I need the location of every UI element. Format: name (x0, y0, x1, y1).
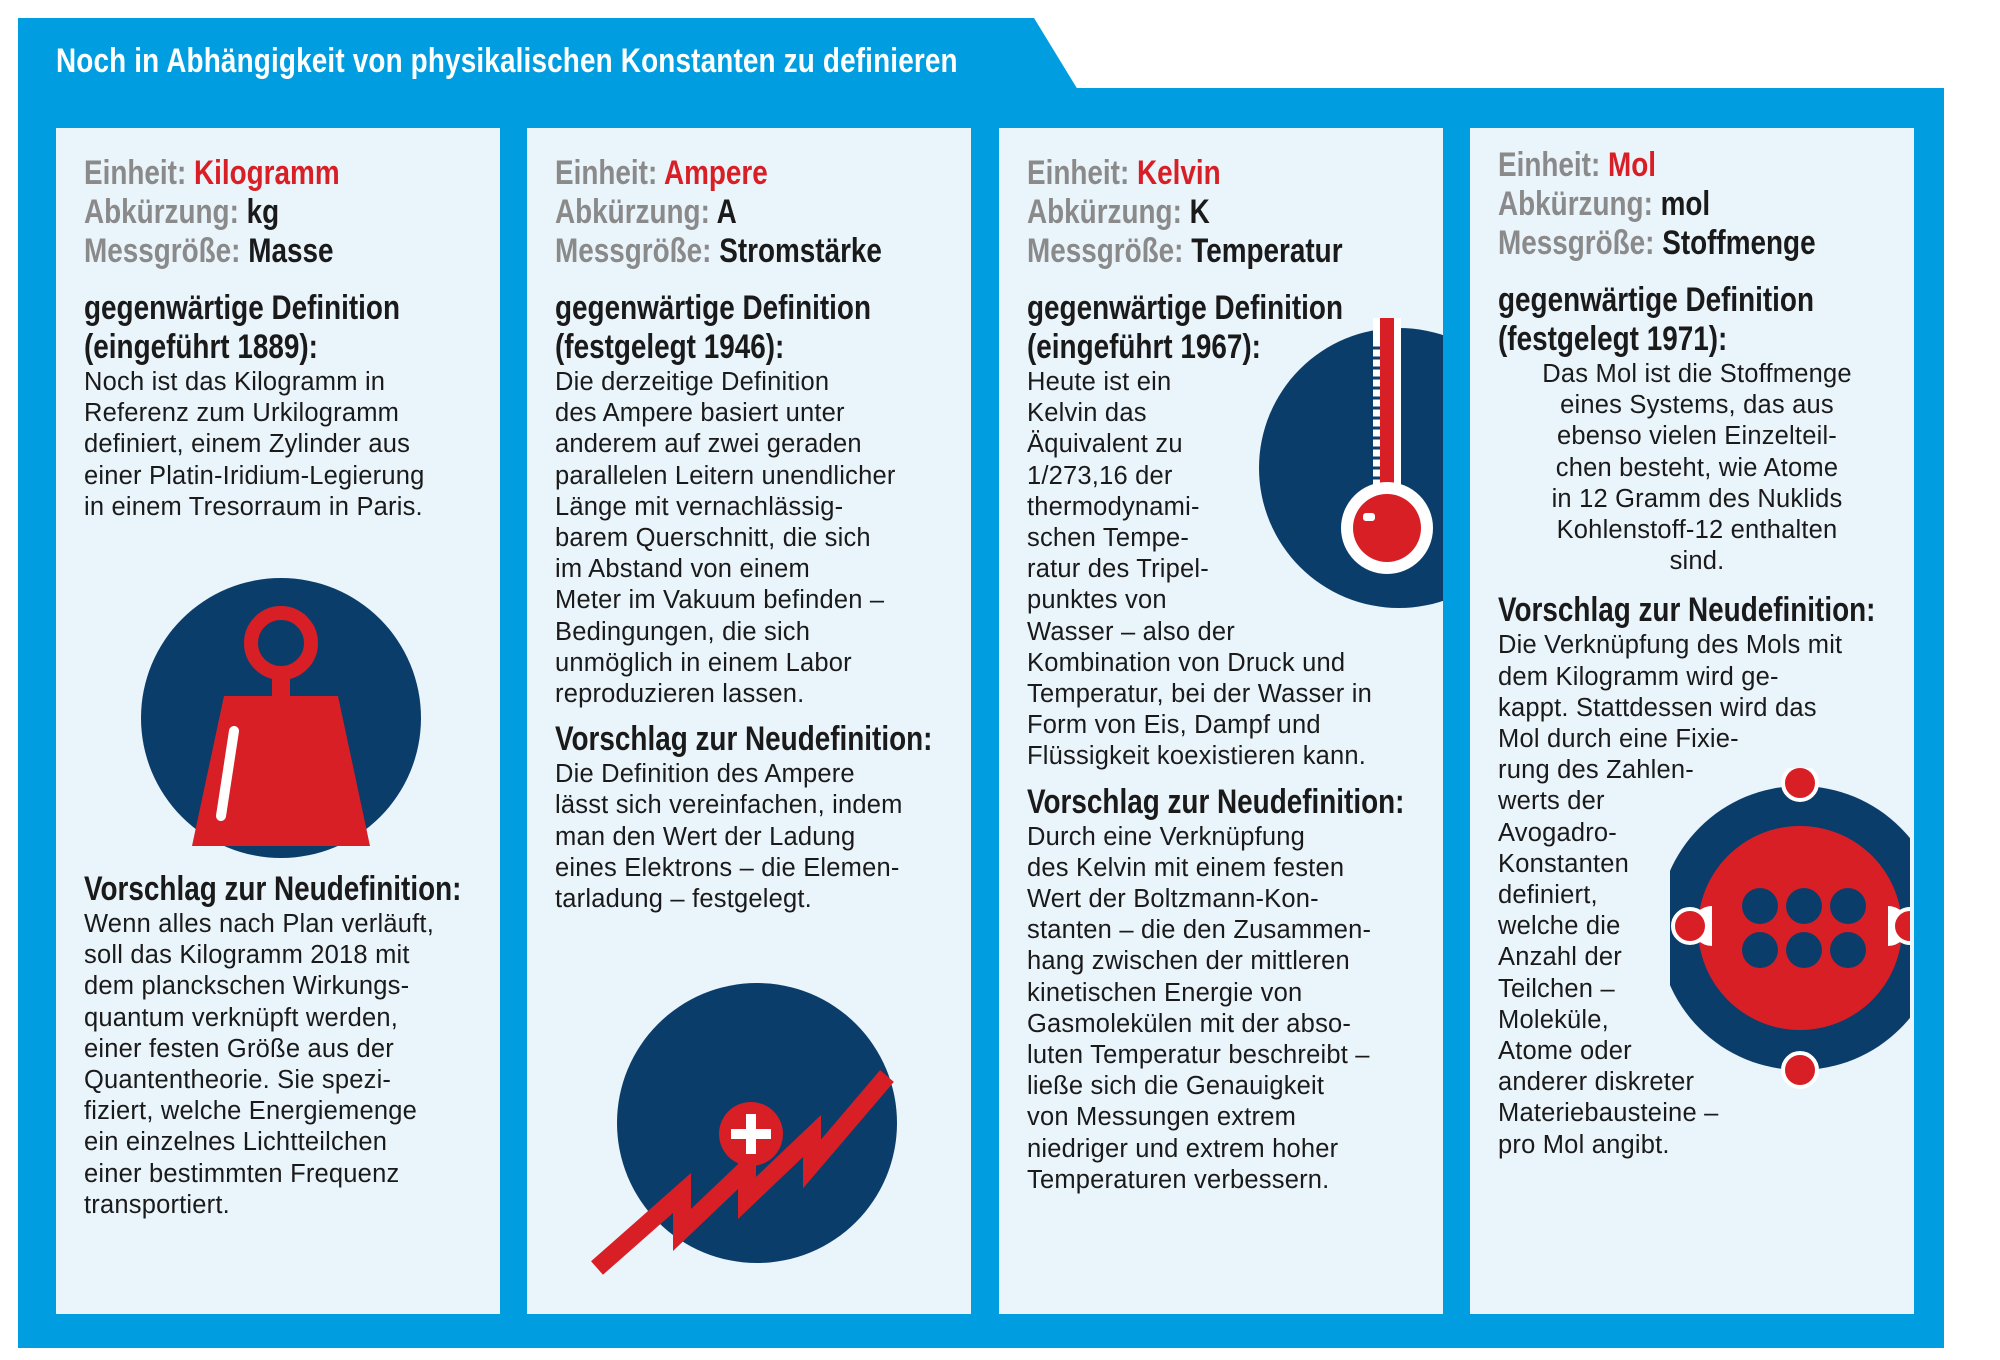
title-tab (18, 18, 1078, 90)
definition-text: Das Mol ist die Stoffmenge eines Systems… (1542, 360, 1852, 576)
quantity-value: Stoffmenge (1662, 224, 1816, 262)
card-mol: Einheit: Mol Abkürzung: mol Messgröße: S… (1470, 128, 1914, 1314)
atom-icon (1670, 768, 1910, 1089)
lightning-charge-icon (591, 983, 897, 1275)
unit-value: Kelvin (1136, 154, 1221, 192)
quantity-row: Messgröße: Temperatur (1027, 232, 1353, 271)
proposal-heading: Vorschlag zur Neudefinition: (1498, 591, 1876, 630)
weight-icon (141, 578, 421, 858)
quantity-row: Messgröße: Stoffmenge (1498, 224, 1824, 263)
definition-heading: gegenwärtige Definition (1498, 281, 1814, 319)
abbreviation-label: Abkürzung: (1498, 185, 1653, 223)
abbreviation-label: Abkürzung: (84, 193, 239, 231)
definition-date: (festgelegt 1971): (1498, 320, 1728, 358)
proposal-heading: Vorschlag zur Neudefinition: (555, 720, 933, 759)
unit-row: Einheit: Ampere (555, 154, 881, 193)
abbreviation-label: Abkürzung: (1027, 193, 1182, 231)
abbreviation-row: Abkürzung: A (555, 193, 881, 232)
quantity-label: Messgröße: (1027, 232, 1184, 270)
definition-date: (eingeführt 1889): (84, 328, 318, 366)
definition-text: Heute ist ein Kelvin das Äquivalent zu 1… (1027, 368, 1372, 771)
abbreviation-value: A (716, 193, 737, 231)
card-kilogramm: Einheit: Kilogramm Abkürzung: kg Messgrö… (56, 128, 500, 1314)
quantity-value: Temperatur (1191, 232, 1343, 270)
definition-text: Noch ist das Kilogramm in Referenz zum U… (84, 368, 425, 521)
card-kelvin: Einheit: Kelvin Abkürzung: K Messgröße: … (999, 128, 1443, 1314)
unit-value: Mol (1607, 146, 1656, 184)
definition-heading: gegenwärtige Definition (84, 289, 400, 327)
definition-text: Die derzeitige Definition des Ampere bas… (555, 368, 896, 709)
proposal-heading: Vorschlag zur Neudefinition: (1027, 782, 1405, 821)
proposal-text: Die Definition des Ampere lässt sich ver… (555, 760, 903, 914)
unit-label: Einheit: (84, 154, 187, 192)
abbreviation-label: Abkürzung: (555, 193, 710, 231)
definition-heading: gegenwärtige Definition (1027, 289, 1343, 327)
quantity-label: Messgröße: (555, 232, 712, 270)
quantity-row: Messgröße: Masse (84, 232, 410, 271)
quantity-label: Messgröße: (1498, 224, 1655, 262)
abbreviation-row: Abkürzung: kg (84, 193, 410, 232)
quantity-value: Masse (248, 232, 334, 270)
unit-label: Einheit: (555, 154, 658, 192)
proposal-text: Wenn alles nach Plan verläuft, soll das … (84, 910, 434, 1219)
proposal-text: Die Verknüpfung des Mols mit dem Kilogra… (1498, 631, 1843, 1159)
unit-value: Kilogramm (193, 154, 340, 192)
definition-heading: gegenwärtige Definition (555, 289, 871, 327)
unit-label: Einheit: (1027, 154, 1130, 192)
quantity-row: Messgröße: Stromstärke (555, 232, 882, 271)
definition-date: (festgelegt 1946): (555, 328, 785, 366)
unit-row: Einheit: Mol (1498, 146, 1824, 185)
proposal-text: Durch eine Verknüpfung des Kelvin mit ei… (1027, 822, 1372, 1194)
thermometer-icon (1259, 318, 1443, 608)
abbreviation-value: K (1189, 193, 1210, 231)
unit-row: Einheit: Kilogramm (84, 154, 410, 193)
proposal-heading: Vorschlag zur Neudefinition: (84, 870, 462, 908)
card-ampere: Einheit: Ampere Abkürzung: A Messgröße: … (527, 128, 971, 1314)
page-title: Noch in Abhängigkeit von physikalischen … (56, 42, 958, 80)
quantity-label: Messgröße: (84, 232, 241, 270)
abbreviation-row: Abkürzung: K (1027, 193, 1353, 232)
abbreviation-value: mol (1660, 185, 1711, 223)
abbreviation-row: Abkürzung: mol (1498, 185, 1824, 224)
unit-value: Ampere (663, 154, 768, 192)
unit-label: Einheit: (1498, 146, 1601, 184)
abbreviation-value: kg (246, 193, 280, 231)
unit-row: Einheit: Kelvin (1027, 154, 1353, 193)
definition-date: (eingeführt 1967): (1027, 328, 1261, 366)
quantity-value: Stromstärke (719, 232, 882, 270)
